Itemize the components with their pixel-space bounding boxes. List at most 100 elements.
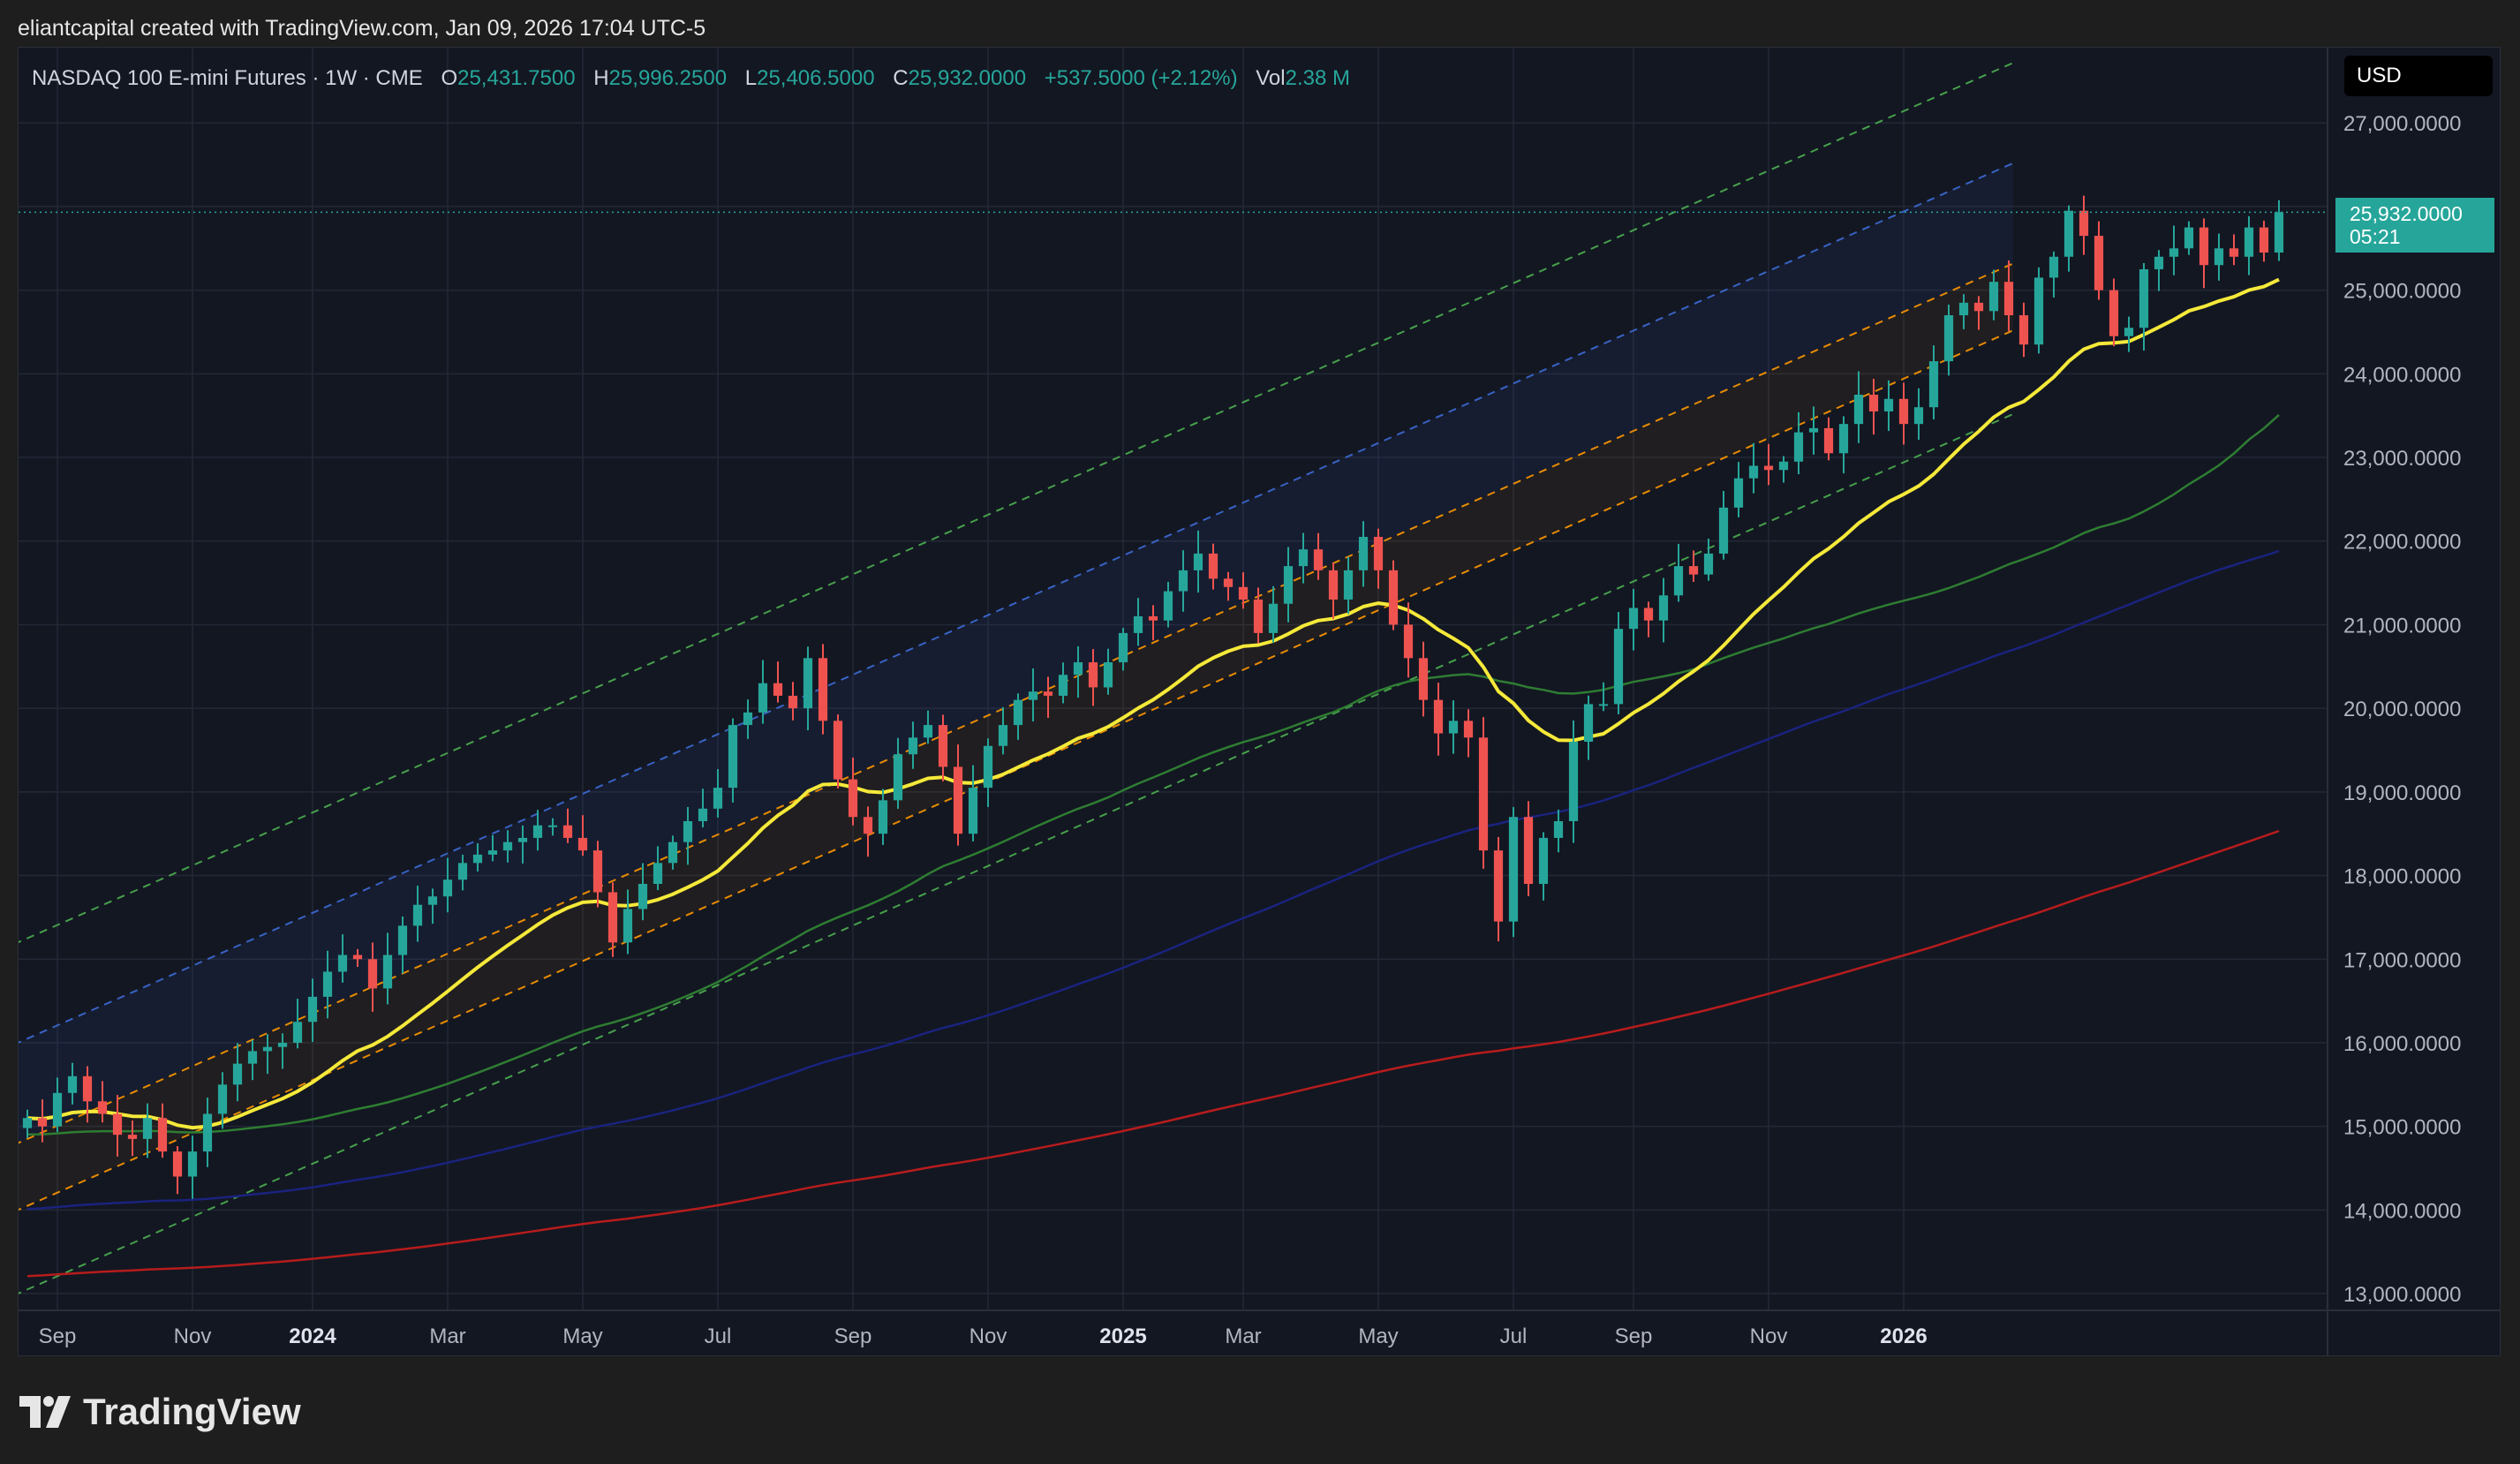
candle bbox=[743, 699, 753, 739]
candle-body bbox=[1013, 699, 1023, 726]
candle bbox=[983, 738, 993, 807]
candle-body bbox=[397, 925, 408, 955]
candle-body bbox=[127, 1135, 138, 1139]
candle bbox=[292, 999, 303, 1049]
candle-body bbox=[2003, 282, 2014, 316]
candle-body bbox=[998, 725, 1008, 746]
candle bbox=[908, 721, 918, 769]
candle-body bbox=[2139, 268, 2149, 328]
currency-button[interactable]: USD bbox=[2344, 56, 2493, 96]
candle-body bbox=[1253, 600, 1264, 633]
candle bbox=[1328, 562, 1339, 620]
time-tick-label: Sep bbox=[834, 1324, 872, 1348]
candle-body bbox=[562, 825, 573, 838]
candle-body bbox=[1838, 424, 1849, 454]
time-tick-label: 2024 bbox=[289, 1324, 336, 1348]
candle bbox=[397, 916, 408, 974]
candle bbox=[1253, 587, 1264, 644]
candle bbox=[1223, 571, 1234, 601]
candle bbox=[1373, 528, 1384, 589]
time-axis: Sep Nov 2024 Mar May Jul Sep Nov 2025 Mar May Jul Se… bbox=[19, 1309, 2500, 1348]
candle-body bbox=[592, 850, 603, 893]
candle-body bbox=[1988, 282, 1999, 312]
candle bbox=[1553, 809, 1564, 853]
time-tick-label: Sep bbox=[39, 1324, 77, 1348]
candle bbox=[803, 646, 813, 731]
candle bbox=[1688, 550, 1699, 582]
candle bbox=[232, 1043, 243, 1102]
candle bbox=[2064, 205, 2074, 272]
candle bbox=[157, 1103, 168, 1158]
moving-averages bbox=[26, 277, 2280, 1278]
candle-body bbox=[2274, 212, 2284, 253]
candle-body bbox=[1868, 395, 1879, 411]
time-tick-label: Mar bbox=[429, 1324, 465, 1348]
price-chart[interactable]: 13,000.0000 14,000.0000 15,000.0000 16,000.… bbox=[19, 48, 2501, 1356]
candle-body bbox=[1073, 662, 1083, 675]
price-tick-label: 23,000.0000 bbox=[2343, 447, 2461, 471]
candle bbox=[52, 1077, 63, 1133]
candle bbox=[2274, 200, 2284, 261]
price-tick-label: 18,000.0000 bbox=[2343, 865, 2461, 889]
candle-body bbox=[1508, 817, 1519, 922]
last-price-tag: 25,932.0000 05:21 bbox=[2335, 198, 2494, 253]
candle-body bbox=[1478, 737, 1489, 851]
candle bbox=[2094, 221, 2104, 300]
candle-body bbox=[2048, 256, 2059, 278]
candle bbox=[277, 1033, 288, 1069]
candle-body bbox=[1808, 427, 1819, 433]
candle-body bbox=[863, 817, 873, 834]
tradingview-logo[interactable]: TradingView bbox=[19, 1391, 301, 1433]
candle bbox=[1013, 693, 1023, 740]
candle bbox=[1598, 682, 1609, 712]
candle bbox=[2244, 215, 2254, 275]
candle bbox=[848, 757, 858, 826]
time-tick-label: 2026 bbox=[1880, 1324, 1927, 1348]
candle bbox=[1733, 462, 1744, 517]
candle-body bbox=[2199, 227, 2209, 266]
candle bbox=[1853, 371, 1864, 443]
candle bbox=[1163, 581, 1173, 628]
candle-body bbox=[2244, 227, 2254, 257]
high-label: H bbox=[593, 66, 609, 90]
candle-body bbox=[713, 788, 723, 809]
candle-body bbox=[1448, 721, 1459, 734]
last-price-value: 25,932.0000 bbox=[2350, 202, 2463, 225]
ma-50-line bbox=[26, 413, 2280, 1136]
candle-body bbox=[1178, 570, 1188, 592]
candle-body bbox=[1193, 553, 1203, 570]
candle bbox=[998, 706, 1008, 755]
candle bbox=[1703, 538, 1714, 581]
candle-body bbox=[202, 1113, 213, 1152]
candle-body bbox=[683, 820, 693, 842]
candle-body bbox=[1643, 607, 1654, 621]
candle bbox=[1478, 717, 1489, 869]
symbol-legend: NASDAQ 100 E-mini Futures · 1W · CME O25… bbox=[32, 66, 1350, 91]
candle-body bbox=[1163, 591, 1173, 621]
candle-body bbox=[2109, 290, 2119, 336]
candle bbox=[2199, 218, 2209, 289]
candle-body bbox=[2094, 236, 2104, 291]
candle-body bbox=[1763, 465, 1774, 471]
bar-countdown: 05:21 bbox=[2350, 225, 2401, 248]
candle bbox=[442, 857, 453, 913]
chart-frame[interactable]: 13,000.0000 14,000.0000 15,000.0000 16,000.… bbox=[18, 47, 2501, 1356]
candle-body bbox=[1298, 549, 1309, 567]
candle-body bbox=[638, 884, 648, 909]
candle-body bbox=[1268, 603, 1279, 633]
candle bbox=[1583, 695, 1594, 760]
candle-body bbox=[1613, 629, 1624, 705]
price-tick-label: 15,000.0000 bbox=[2343, 1116, 2461, 1140]
time-tick-label: Mar bbox=[1225, 1324, 1261, 1348]
candle bbox=[367, 942, 378, 1012]
price-tick-label: 13,000.0000 bbox=[2343, 1283, 2461, 1307]
volume-value: 2.38 M bbox=[1285, 66, 1350, 90]
time-tick-label: May bbox=[562, 1324, 602, 1348]
candle bbox=[2214, 233, 2224, 281]
price-tick-label: 27,000.0000 bbox=[2343, 112, 2461, 136]
price-tick-label: 21,000.0000 bbox=[2343, 614, 2461, 638]
candle bbox=[2003, 260, 2014, 332]
candle bbox=[337, 934, 348, 983]
candle bbox=[1193, 530, 1203, 593]
candle-body bbox=[532, 825, 543, 838]
